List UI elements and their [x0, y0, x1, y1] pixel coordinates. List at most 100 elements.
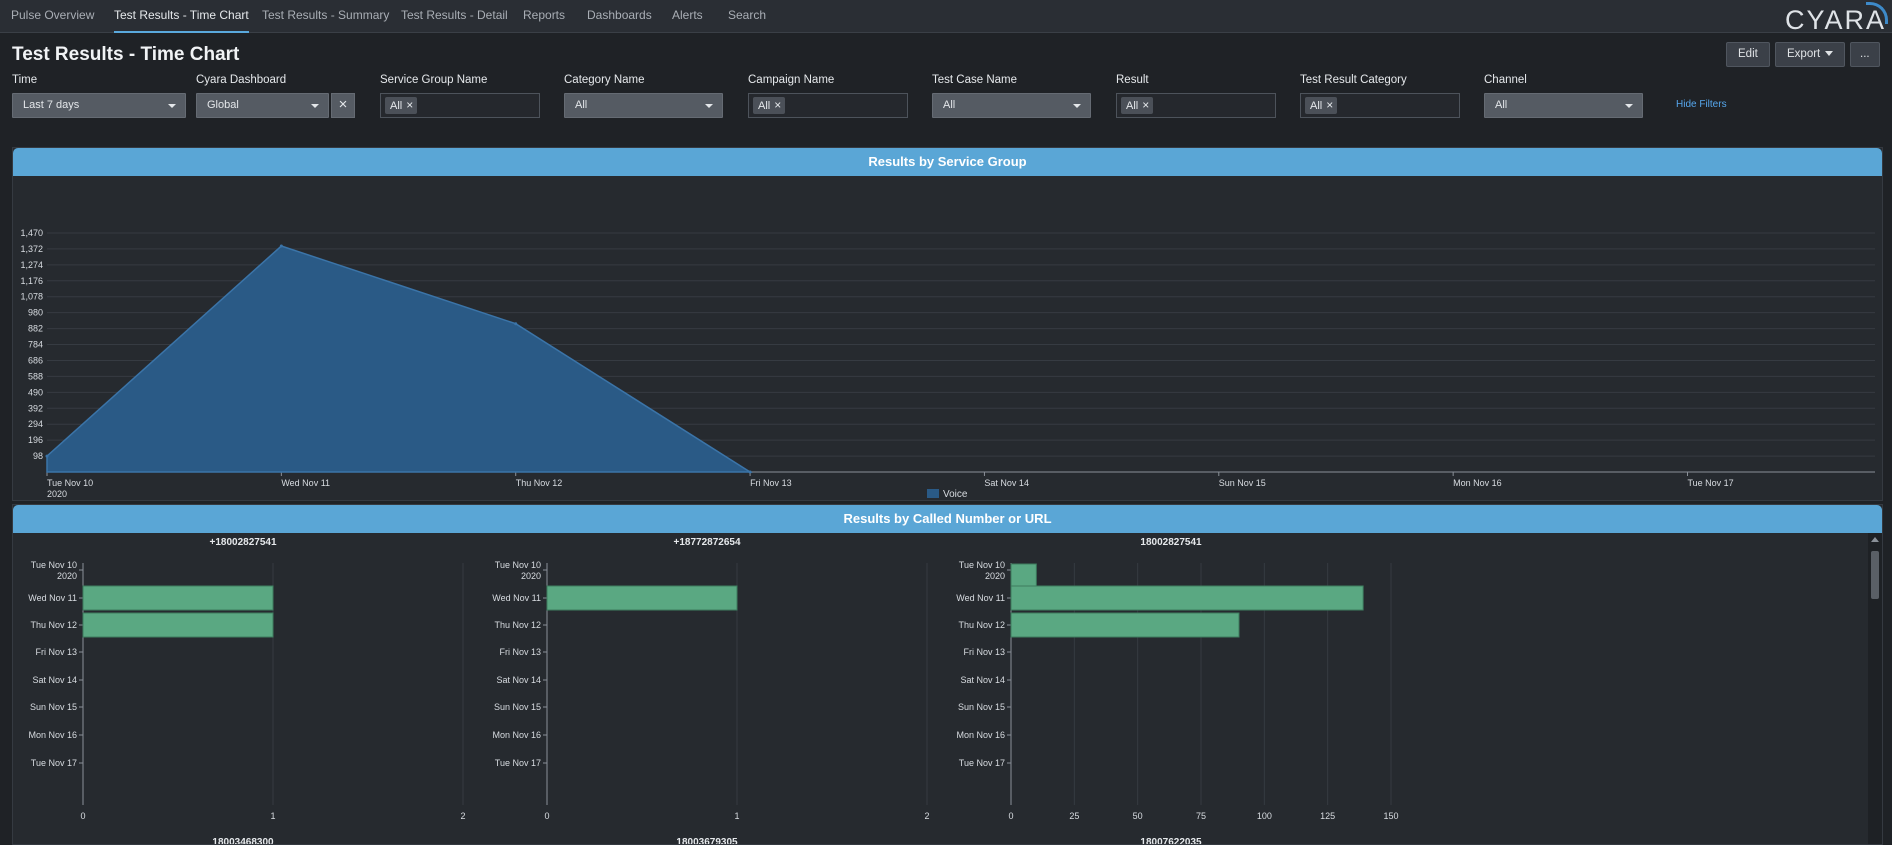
y-tick-label: Sun Nov 15 [958, 702, 1005, 712]
chevron-down-icon [1825, 51, 1834, 57]
x-tick-label: Sat Nov 14 [984, 478, 1029, 488]
close-icon[interactable]: × [774, 98, 782, 112]
y-tick-label: Sat Nov 14 [496, 675, 541, 685]
series-voice-area [46, 245, 753, 473]
test-result-category-input[interactable]: All × [1300, 93, 1460, 118]
scroll-thumb[interactable] [1871, 551, 1879, 599]
top-navigation: Pulse Overview Test Results - Time Chart… [0, 0, 1892, 35]
y-tick-label: Fri Nov 13 [963, 647, 1005, 657]
tab-reports[interactable]: Reports [523, 8, 566, 22]
filter-label-test-result-category: Test Result Category [1300, 74, 1407, 86]
panel-title: Results by Called Number or URL [13, 505, 1882, 533]
export-button[interactable]: Export [1775, 42, 1846, 67]
cyara-dashboard-dropdown[interactable]: Global [196, 93, 329, 118]
data-point [45, 454, 49, 458]
y-tick-label: 588 [28, 371, 43, 381]
x-tick-label: Sun Nov 15 [1219, 478, 1266, 488]
channel-dropdown[interactable]: All [1484, 93, 1643, 118]
x-tick-label: 150 [1383, 811, 1398, 821]
filter-label-service-group: Service Group Name [380, 74, 488, 86]
test-case-value: All [943, 99, 956, 111]
chevron-down-icon [311, 104, 319, 108]
y-tick-label: Fri Nov 13 [499, 647, 541, 657]
clear-dashboard-button[interactable]: × [331, 93, 355, 118]
filter-label-cyara-dashboard: Cyara Dashboard [196, 74, 287, 86]
chevron-down-icon [1073, 104, 1081, 108]
bar [1010, 612, 1240, 638]
close-icon: × [338, 96, 348, 113]
subchart-title: +18772872654 [673, 537, 740, 548]
category-value: All [575, 99, 588, 111]
y-tick-label: 392 [28, 403, 43, 413]
tab-test-results-summary[interactable]: Test Results - Summary [262, 8, 390, 22]
x-tick-label: Fri Nov 13 [750, 478, 792, 488]
tab-alerts[interactable]: Alerts [672, 8, 703, 22]
y-tick-label: Sat Nov 14 [960, 675, 1005, 685]
close-icon[interactable]: × [1142, 98, 1150, 112]
close-icon[interactable]: × [406, 98, 414, 112]
y-tick-label: Tue Nov 10 2020 [31, 560, 77, 581]
x-tick-label: 25 [1069, 811, 1079, 821]
vertical-scrollbar[interactable] [1868, 533, 1882, 844]
y-tick-label: Sun Nov 15 [494, 702, 541, 712]
y-tick-label: Sat Nov 14 [32, 675, 77, 685]
subchart-title: 18002827541 [1140, 537, 1202, 548]
hide-filters-link[interactable]: Hide Filters [1676, 99, 1727, 110]
y-tick-label: 686 [28, 355, 43, 365]
time-dropdown[interactable]: Last 7 days [12, 93, 186, 118]
page-title: Test Results - Time Chart [12, 44, 240, 65]
export-label: Export [1787, 48, 1821, 60]
service-group-panel: Results by Service Group 98 196 294 392 490 5… [12, 147, 1883, 501]
category-dropdown[interactable]: All [564, 93, 723, 118]
subchart-title: 18003679305 [676, 837, 738, 845]
x-tick-label: Tue Nov 17 [1688, 478, 1734, 488]
x-tick-label: 75 [1196, 811, 1206, 821]
logo-swoosh-icon [1866, 2, 1888, 24]
tab-dashboards[interactable]: Dashboards [587, 8, 652, 22]
service-group-input[interactable]: All × [380, 93, 540, 118]
y-tick-label: Mon Nov 16 [28, 730, 77, 740]
y-tick-label: Thu Nov 12 [494, 620, 541, 630]
campaign-input[interactable]: All × [748, 93, 908, 118]
y-tick-label: Tue Nov 10 2020 [959, 560, 1005, 581]
cyara-dashboard-value: Global [207, 99, 239, 111]
test-case-dropdown[interactable]: All [932, 93, 1091, 118]
service-group-chip: All × [385, 97, 418, 114]
bar [82, 585, 274, 611]
filter-label-test-case: Test Case Name [932, 74, 1018, 86]
y-tick-label: Wed Nov 11 [28, 593, 77, 603]
x-tick-label: Thu Nov 12 [516, 478, 563, 488]
y-tick-label: Mon Nov 16 [492, 730, 541, 740]
scroll-up-icon[interactable] [1871, 537, 1879, 542]
x-tick-label: Tue Nov 10 2020 [47, 478, 93, 499]
filter-label-result: Result [1116, 74, 1149, 86]
x-tick-label: 0 [544, 811, 549, 821]
y-tick-label: Mon Nov 16 [956, 730, 1005, 740]
called-number-bar-charts: +18002827541 0 1 2 Tue Nov 10 2020 Wed Nov 11 T… [28, 537, 1398, 845]
result-input[interactable]: All × [1116, 93, 1276, 118]
result-chip: All × [1121, 97, 1154, 114]
chip-label: All [1126, 100, 1139, 112]
y-tick-label: Thu Nov 12 [958, 620, 1005, 630]
filter-label-campaign: Campaign Name [748, 74, 835, 86]
subchart-title: +18002827541 [209, 537, 276, 548]
data-point [279, 244, 283, 248]
data-point [514, 322, 518, 326]
y-tick-label: Tue Nov 10 2020 [495, 560, 541, 581]
close-icon[interactable]: × [1326, 98, 1334, 112]
bar [82, 612, 274, 638]
tab-pulse-overview[interactable]: Pulse Overview [11, 8, 95, 22]
tab-test-results-detail[interactable]: Test Results - Detail [401, 8, 508, 22]
x-tick-label: 1 [270, 811, 275, 821]
service-group-area-chart: 98 196 294 392 490 588 686 784 882 980 1,078 1,176 1… [20, 228, 1875, 500]
x-tick-label: Wed Nov 11 [281, 478, 330, 488]
y-tick-label: Wed Nov 11 [956, 593, 1005, 603]
y-tick-label: Thu Nov 12 [30, 620, 77, 630]
x-tick-label: 50 [1133, 811, 1143, 821]
edit-button[interactable]: Edit [1726, 42, 1770, 67]
tab-search[interactable]: Search [728, 8, 767, 22]
y-tick-label: Tue Nov 17 [959, 758, 1005, 768]
y-tick-label: Sun Nov 15 [30, 702, 77, 712]
more-options-button[interactable]: ... [1850, 42, 1880, 67]
tab-test-results-time-chart[interactable]: Test Results - Time Chart [114, 0, 249, 33]
